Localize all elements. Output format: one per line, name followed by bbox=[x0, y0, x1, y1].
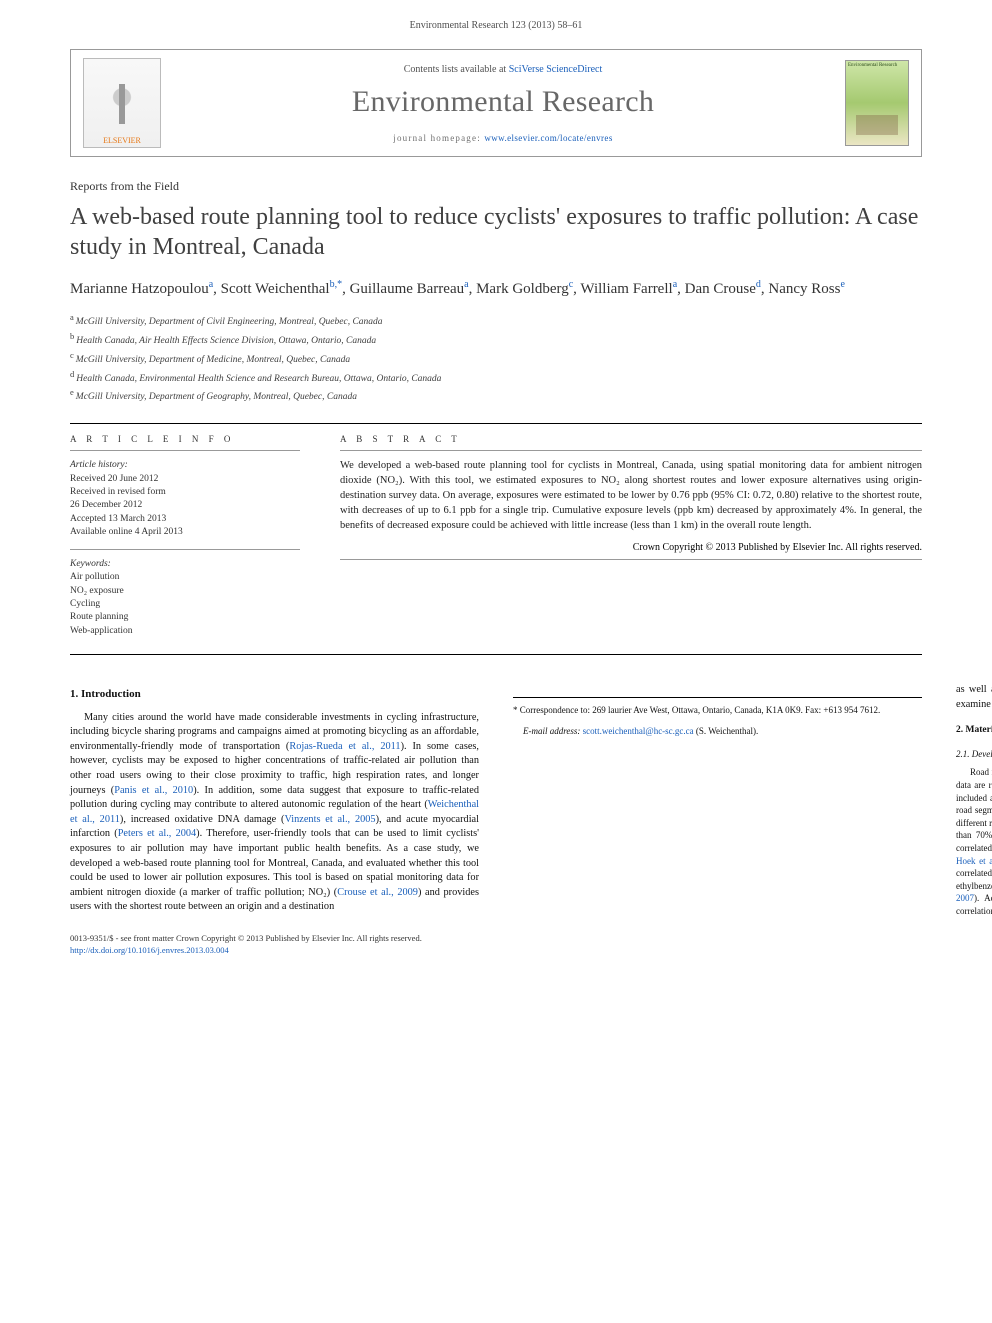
section-divider bbox=[70, 423, 922, 424]
keyword: Cycling bbox=[70, 598, 300, 611]
citation-link[interactable]: Peters et al., 2004 bbox=[118, 828, 196, 839]
body-columns: 1. Introduction Many cities around the w… bbox=[70, 683, 922, 923]
keyword: NO₂ exposure bbox=[70, 585, 300, 598]
history-item: Received in revised form bbox=[70, 486, 300, 499]
article-title: A web-based route planning tool to reduc… bbox=[70, 202, 922, 262]
info-abstract-row: A R T I C L E I N F O Article history: R… bbox=[70, 434, 922, 648]
keywords-label: Keywords: bbox=[70, 558, 300, 571]
thin-rule bbox=[340, 559, 922, 560]
author[interactable]: Scott Weichenthalb,* bbox=[221, 281, 342, 297]
article-history: Article history: Received 20 June 2012 R… bbox=[70, 459, 300, 539]
article-type: Reports from the Field bbox=[70, 179, 922, 194]
authors-list: Marianne Hatzopouloua, Scott Weichenthal… bbox=[70, 278, 922, 301]
citation-link[interactable]: Panis et al., 2010 bbox=[114, 785, 193, 796]
thin-rule bbox=[70, 549, 300, 550]
methods-heading: 2. Materials and methods bbox=[956, 724, 992, 737]
intro-heading: 1. Introduction bbox=[70, 687, 479, 703]
journal-reference: Environmental Research 123 (2013) 58–61 bbox=[70, 20, 922, 31]
citation-link[interactable]: Hoek et al., 2008 bbox=[956, 856, 992, 866]
history-item: Available online 4 April 2013 bbox=[70, 526, 300, 539]
affiliation: aMcGill University, Department of Civil … bbox=[70, 311, 922, 330]
header-center: Contents lists available at SciVerse Sci… bbox=[181, 64, 825, 143]
elsevier-tree-icon bbox=[97, 74, 147, 132]
article-info-column: A R T I C L E I N F O Article history: R… bbox=[70, 434, 300, 648]
email-footnote: E-mail address: scott.weichenthal@hc-sc.… bbox=[513, 725, 922, 738]
cover-label: Environmental Research bbox=[848, 63, 897, 68]
affiliation: dHealth Canada, Environmental Health Sci… bbox=[70, 368, 922, 387]
author[interactable]: William Farrella bbox=[580, 281, 677, 297]
affiliation: bHealth Canada, Air Health Effects Scien… bbox=[70, 330, 922, 349]
abstract-copyright: Crown Copyright © 2013 Published by Else… bbox=[340, 542, 922, 553]
author[interactable]: Mark Goldbergc bbox=[476, 281, 573, 297]
history-item: Accepted 13 March 2013 bbox=[70, 513, 300, 526]
footnotes: * Correspondence to: 269 laurier Ave Wes… bbox=[513, 697, 922, 738]
thin-rule bbox=[70, 450, 300, 451]
contents-prefix: Contents lists available at bbox=[404, 64, 509, 75]
email-label: E-mail address: bbox=[523, 726, 580, 736]
author[interactable]: Marianne Hatzopouloua bbox=[70, 281, 213, 297]
homepage-line: journal homepage: www.elsevier.com/locat… bbox=[181, 133, 825, 143]
author-email-link[interactable]: scott.weichenthal@hc-sc.gc.ca bbox=[583, 726, 694, 736]
keywords: Keywords: Air pollution NO₂ exposure Cyc… bbox=[70, 558, 300, 638]
page-footer: 0013-9351/$ - see front matter Crown Cop… bbox=[70, 933, 922, 956]
journal-header: ELSEVIER Contents lists available at Sci… bbox=[70, 49, 922, 157]
keyword: Web-application bbox=[70, 625, 300, 638]
issn-line: 0013-9351/$ - see front matter Crown Cop… bbox=[70, 933, 922, 944]
affiliation: eMcGill University, Department of Geogra… bbox=[70, 386, 922, 405]
doi-link[interactable]: http://dx.doi.org/10.1016/j.envres.2013.… bbox=[70, 945, 229, 955]
homepage-prefix: journal homepage: bbox=[393, 133, 484, 143]
affiliation: cMcGill University, Department of Medici… bbox=[70, 349, 922, 368]
correspondence-footnote: * Correspondence to: 269 laurier Ave Wes… bbox=[513, 704, 922, 717]
abstract-column: A B S T R A C T We developed a web-based… bbox=[340, 434, 922, 648]
citation-link[interactable]: Vinzents et al., 2005 bbox=[284, 814, 375, 825]
abstract-heading: A B S T R A C T bbox=[340, 434, 922, 444]
email-who: (S. Weichenthal). bbox=[696, 726, 758, 736]
intro-paragraph: Many cities around the world have made c… bbox=[70, 711, 479, 916]
history-item: Received 20 June 2012 bbox=[70, 473, 300, 486]
article-info-heading: A R T I C L E I N F O bbox=[70, 434, 300, 444]
history-item: 26 December 2012 bbox=[70, 499, 300, 512]
citation-link[interactable]: Rojas-Rueda et al., 2011 bbox=[289, 741, 400, 752]
intro-continuation: as well as a "lower exposure" alternativ… bbox=[956, 683, 992, 712]
section-divider bbox=[70, 654, 922, 655]
methods-paragraph: Road network data for Montreal were obta… bbox=[956, 766, 992, 917]
author[interactable]: Nancy Rosse bbox=[768, 281, 845, 297]
contents-line: Contents lists available at SciVerse Sci… bbox=[181, 64, 825, 75]
journal-cover-thumbnail: Environmental Research bbox=[845, 60, 909, 146]
homepage-link[interactable]: www.elsevier.com/locate/envres bbox=[484, 133, 612, 143]
elsevier-logo: ELSEVIER bbox=[83, 58, 161, 148]
affiliations-list: aMcGill University, Department of Civil … bbox=[70, 311, 922, 406]
abstract-text: We developed a web-based route planning … bbox=[340, 459, 922, 534]
journal-name: Environmental Research bbox=[181, 85, 825, 119]
author[interactable]: Guillaume Barreaua bbox=[350, 281, 469, 297]
publisher-name: ELSEVIER bbox=[103, 136, 141, 145]
sciencedirect-link[interactable]: SciVerse ScienceDirect bbox=[509, 64, 603, 75]
thin-rule bbox=[340, 450, 922, 451]
history-label: Article history: bbox=[70, 459, 300, 472]
author[interactable]: Dan Croused bbox=[685, 281, 761, 297]
keyword: Route planning bbox=[70, 611, 300, 624]
subsection-21-heading: 2.1. Developing routing capabilities tha… bbox=[956, 748, 992, 761]
keyword: Air pollution bbox=[70, 571, 300, 584]
citation-link[interactable]: Crouse et al., 2009 bbox=[337, 887, 418, 898]
